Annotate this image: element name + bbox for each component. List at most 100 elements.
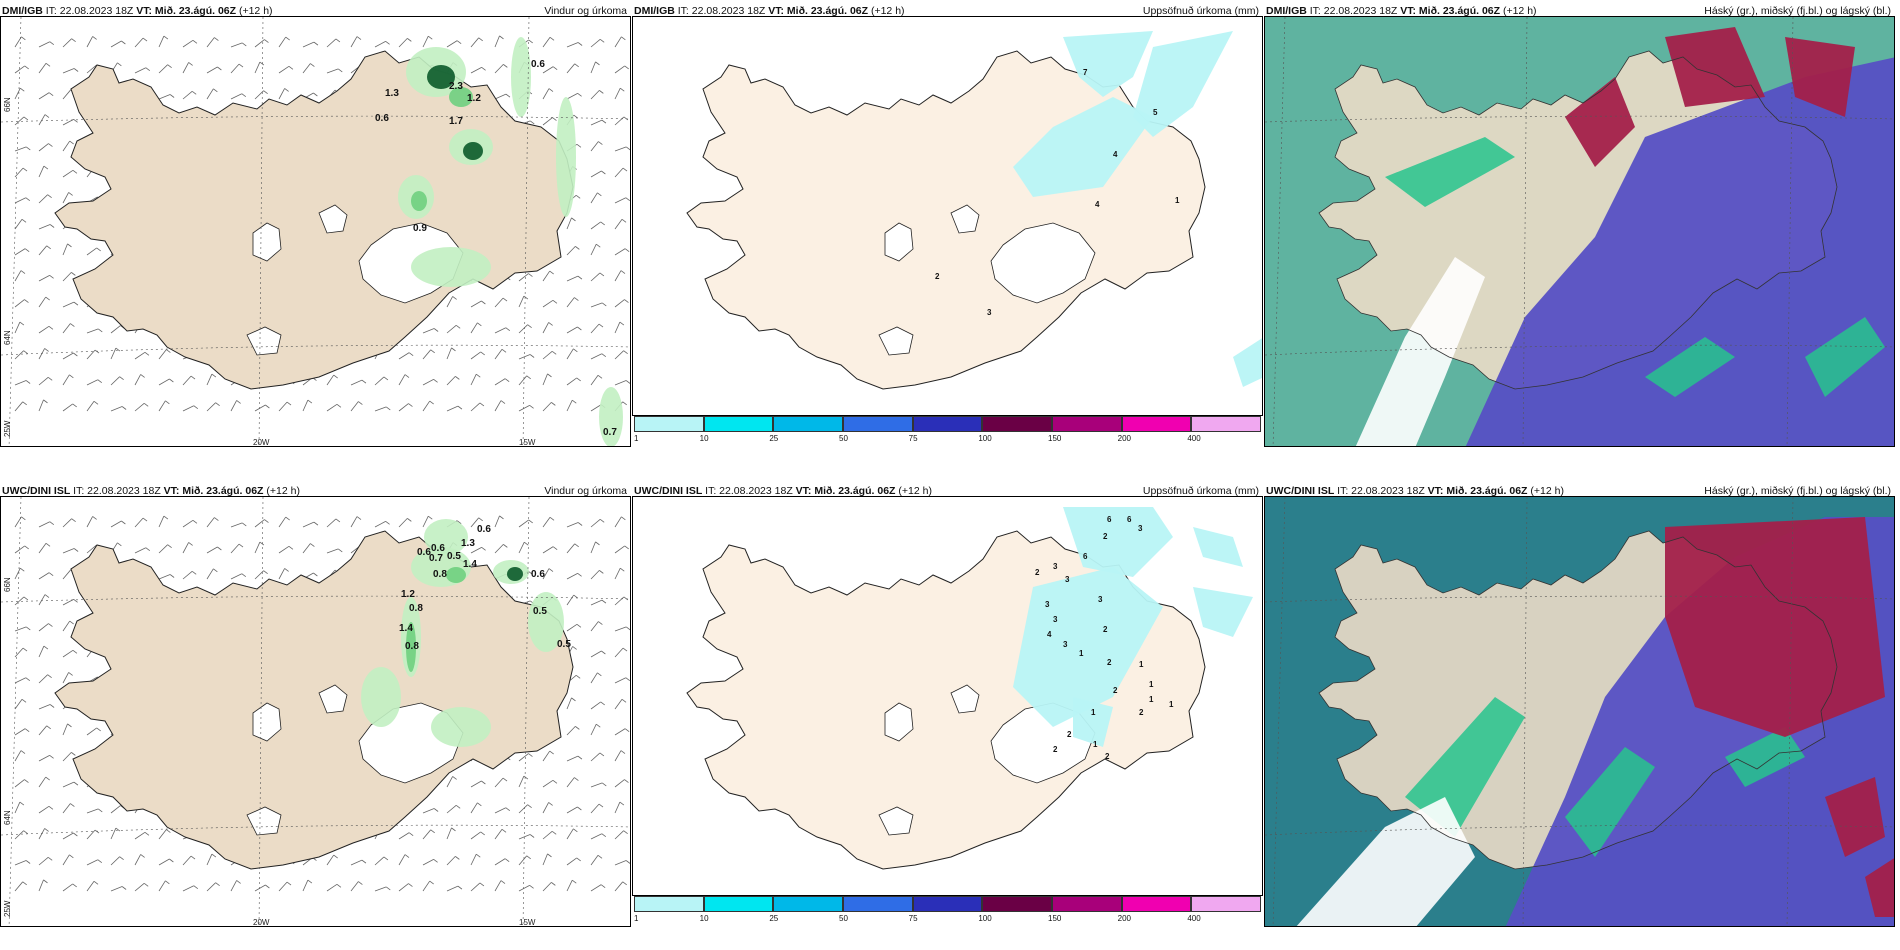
panel-uwc-wind: UWC/DINI ISL IT: 22.08.2023 18Z VT: Mið.… (0, 480, 631, 928)
panel-header: UWC/DINI ISL IT: 22.08.2023 18Z VT: Mið.… (0, 480, 631, 502)
precip-value-label: 1.3 (461, 538, 475, 549)
precip-value-label: 0.6 (375, 113, 389, 124)
lead-time: (+12 h) (1502, 5, 1537, 17)
graticule (1, 497, 630, 926)
precip-value-label: 0.7 (603, 427, 617, 438)
precip-shading (398, 37, 623, 446)
colorbar-swatch (912, 416, 983, 432)
init-time: IT: 22.08.2023 18Z (705, 485, 793, 497)
accum-value-label: 1 (1139, 660, 1144, 669)
lat-label: 25W (3, 900, 12, 917)
colorbar-swatch (1121, 416, 1192, 432)
colorbar-tick-label: 150 (1048, 914, 1062, 923)
colorbar-swatch (773, 416, 843, 432)
accum-value-label: 3 (1053, 562, 1058, 571)
model-name: DMI/IGB (1266, 5, 1307, 17)
colorbar-tick-label: 10 (699, 434, 709, 443)
accum-value-label: 2 (1053, 745, 1058, 754)
precip-value-label: 0.6 (531, 59, 545, 70)
init-time: IT: 22.08.2023 18Z (677, 5, 766, 17)
valid-time: VT: Mið. 23.ágú. 06Z (768, 5, 869, 17)
colorbar-tick-label: 200 (1117, 434, 1132, 443)
colorbar-tick-label: 75 (908, 434, 918, 443)
colorbar-swatch (1191, 896, 1261, 912)
map-wind: 1.3 2.3 0.6 1.2 1.7 0.6 0.9 0.7 66N 64N 25W 20W 15W (0, 16, 631, 447)
colorbar-swatch (703, 416, 774, 432)
lon-label: 15W (519, 438, 536, 447)
precip-value-label: 0.8 (433, 569, 447, 580)
accum-value-label: 2 (935, 272, 940, 281)
accum-value-label: 7 (1083, 68, 1088, 77)
model-name: UWC/DINI ISL (634, 485, 703, 497)
map-wind: 0.6 0.6 1.3 0.6 0.7 0.5 1.4 0.8 1.2 0.8 0.6 0.5 1.4 0… (0, 496, 631, 927)
header-left: UWC/DINI ISL IT: 22.08.2023 18Z VT: Mið.… (634, 485, 932, 497)
precip-value-label: 0.9 (413, 223, 427, 234)
colorbar-swatch (773, 896, 843, 912)
colorbar-tick-label: 1 (634, 434, 639, 443)
accum-value-label: 2 (1105, 752, 1110, 761)
precip-value-label: 0.5 (447, 551, 461, 562)
accum-value-label: 6 (1107, 515, 1112, 524)
precip-value-label: 0.8 (405, 641, 419, 652)
accum-value-label: 1 (1093, 740, 1098, 749)
panel-dmi-accum: DMI/IGB IT: 22.08.2023 18Z VT: Mið. 23.á… (632, 0, 1263, 448)
coastline (1318, 530, 1838, 870)
precip-value-label: 0.6 (431, 543, 445, 554)
colorbar-tick-label: 25 (769, 434, 779, 443)
colorbar-swatch (634, 416, 704, 432)
lead-time: (+12 h) (238, 5, 273, 17)
accum-value-label: 4 (1095, 200, 1100, 209)
colorbar-swatch (703, 896, 774, 912)
panel-header: UWC/DINI ISL IT: 22.08.2023 18Z VT: Mið.… (1264, 480, 1895, 502)
panel-title: Háský (gr.), miðský (fj.bl.) og lágský (… (1704, 485, 1891, 497)
accum-value-label: 1 (1091, 708, 1096, 717)
init-time: IT: 22.08.2023 18Z (45, 5, 134, 17)
precip-value-label: 1.4 (399, 623, 413, 634)
colorbar-swatch (1052, 416, 1122, 432)
colorbar-swatch (912, 896, 983, 912)
header-left: UWC/DINI ISL IT: 22.08.2023 18Z VT: Mið.… (1266, 485, 1564, 497)
colorbar: 1 10 25 50 75 100 150 200 400 (632, 416, 1263, 448)
accum-value-label: 3 (987, 308, 992, 317)
accum-shading (1013, 31, 1262, 387)
precip-shading (361, 519, 564, 747)
cloud-layers (1319, 27, 1894, 446)
panel-uwc-accum: UWC/DINI ISL IT: 22.08.2023 18Z VT: Mið.… (632, 480, 1263, 928)
precip-value-label: 0.6 (531, 569, 545, 580)
colorbar-tick-label: 150 (1048, 434, 1062, 443)
graticule (1265, 17, 1894, 446)
colorbar-swatch (982, 896, 1052, 912)
precip-value-label: 1.2 (401, 589, 415, 600)
colorbar-swatch (634, 896, 704, 912)
model-name: UWC/DINI ISL (1266, 485, 1335, 497)
precip-value-label: 0.8 (409, 603, 423, 614)
accum-value-label: 1 (1169, 700, 1174, 709)
colorbar-swatch (843, 896, 913, 912)
precip-value-label: 1.2 (467, 93, 481, 104)
header-left: UWC/DINI ISL IT: 22.08.2023 18Z VT: Mið.… (2, 485, 300, 497)
accum-value-label: 2 (1035, 568, 1040, 577)
precip-value-label: 2.3 (449, 81, 463, 92)
colorbar-swatch (982, 416, 1052, 432)
accum-value-label: 4 (1047, 630, 1052, 639)
colorbar-tick-label: 100 (978, 434, 992, 443)
graticule (1265, 497, 1894, 926)
lat-label: 25W (3, 420, 12, 437)
valid-time: VT: Mið. 23.ágú. 06Z (163, 485, 264, 497)
colorbar-tick-label: 400 (1187, 914, 1201, 923)
lat-label: 66N (3, 577, 12, 592)
precip-value-label: 0.5 (557, 639, 571, 650)
colorbar-tick-label: 100 (978, 914, 992, 923)
model-name: UWC/DINI ISL (2, 485, 71, 497)
accum-shading (1013, 507, 1253, 747)
colorbar-swatch (1052, 896, 1122, 912)
lead-time: (+12 h) (1530, 485, 1564, 497)
lat-label: 64N (3, 810, 12, 825)
accum-value-label: 5 (1153, 108, 1158, 117)
accum-value-label: 3 (1045, 600, 1050, 609)
lon-label: 20W (253, 438, 270, 447)
colorbar-tick-label: 25 (769, 914, 779, 923)
header-left: DMI/IGB IT: 22.08.2023 18Z VT: Mið. 23.á… (1266, 5, 1537, 17)
accum-value-label: 4 (1113, 150, 1118, 159)
